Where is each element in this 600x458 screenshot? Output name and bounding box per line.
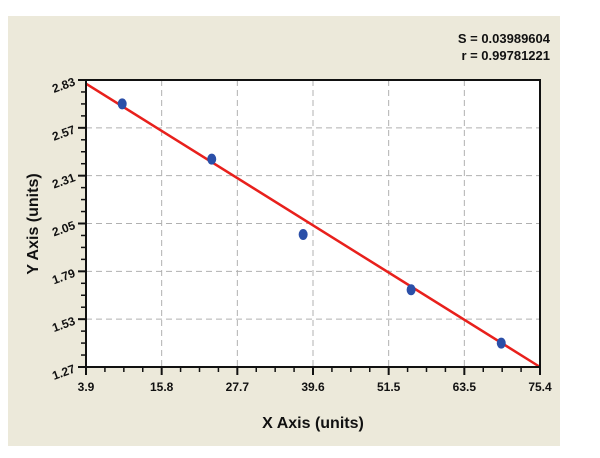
y-tick-label: 2.31 [50, 170, 77, 191]
fit-line [85, 82, 541, 369]
x-tick-label: 63.5 [453, 380, 477, 394]
x-tick-label: 3.9 [78, 380, 95, 394]
y-tick-label: 1.53 [50, 314, 77, 335]
data-point [117, 98, 127, 110]
y-tick-label: 2.05 [50, 218, 77, 239]
x-tick-labels: 3.9 15.8 27.7 39.6 51.5 63.5 75.4 [78, 380, 552, 394]
y-tick-label: 2.57 [50, 122, 77, 143]
data-point [207, 153, 217, 165]
regression-line [85, 82, 541, 369]
y-tick-label: 1.27 [50, 362, 77, 383]
y-tick-labels: 1.27 1.53 1.79 2.05 2.31 2.57 2.83 [50, 75, 77, 383]
data-point [496, 337, 506, 349]
x-tick-label: 75.4 [528, 380, 552, 394]
x-tick-label: 51.5 [377, 380, 401, 394]
y-axis-title: Y Axis (units) [25, 173, 42, 274]
x-tick-label: 39.6 [301, 380, 325, 394]
r-value: r = 0.99781221 [461, 48, 550, 63]
fit-statistics: S = 0.03989604 r = 0.99781221 [458, 30, 550, 64]
y-tick-label: 2.83 [50, 75, 77, 96]
data-point [298, 229, 308, 241]
x-tick-label: 15.8 [150, 380, 174, 394]
gridlines [86, 80, 540, 367]
s-value: S = 0.03989604 [457, 31, 550, 46]
data-points [117, 98, 506, 349]
x-tick-label: 27.7 [226, 380, 250, 394]
data-point [406, 284, 416, 296]
y-tick-label: 1.79 [50, 266, 77, 287]
plot-border [85, 79, 541, 368]
x-axis-title: X Axis (units) [262, 415, 364, 432]
